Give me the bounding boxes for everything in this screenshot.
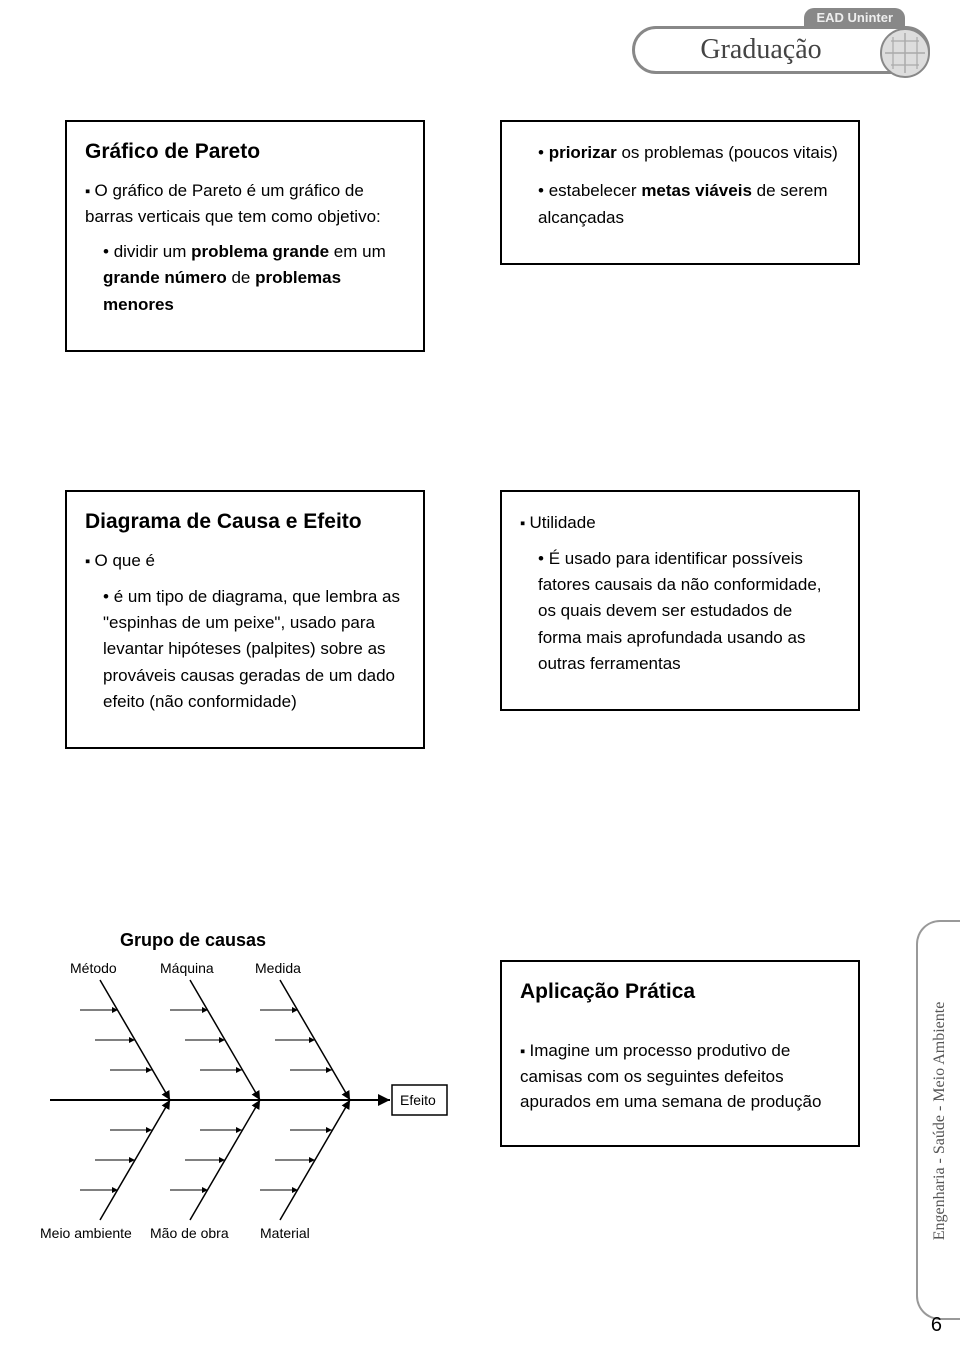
fishbone-diagram: Grupo de causas <box>40 930 460 1250</box>
globe-icon <box>879 27 931 79</box>
fb-top-label-1: Máquina <box>160 960 214 976</box>
side-tab: Engenharia - Saúde - Meio Ambiente <box>916 920 960 1320</box>
box-pareto-item: dividir um problema grande em um grande … <box>103 239 405 318</box>
box5-desc: Imagine um processo produtivo de camisas… <box>520 1038 840 1115</box>
fishbone-svg <box>40 930 460 1250</box>
fb-top-label-2: Medida <box>255 960 301 976</box>
box3-subtitle: O que é <box>85 548 405 574</box>
box5-title: Aplicação Prática <box>520 980 840 1004</box>
box-pareto: Gráfico de Pareto O gráfico de Pareto é … <box>65 120 425 352</box>
fb-top-label-0: Método <box>70 960 117 976</box>
box-causa-efeito: Diagrama de Causa e Efeito O que é é um … <box>65 490 425 749</box>
page-number: 6 <box>931 1314 942 1337</box>
box-aplicacao: Aplicação Prática Imagine um processo pr… <box>500 960 860 1147</box>
box4-desc: É usado para identificar possíveis fator… <box>538 546 840 678</box>
badge-main: Graduação <box>632 26 930 74</box>
fb-bottom-label-2: Material <box>260 1225 310 1241</box>
box4-subtitle: Utilidade <box>520 510 840 536</box>
box-pareto-title: Gráfico de Pareto <box>85 140 405 164</box>
fb-effect-label: Efeito <box>400 1092 436 1108</box>
box3-title: Diagrama de Causa e Efeito <box>85 510 405 534</box>
box-utilidade: Utilidade É usado para identificar possí… <box>500 490 860 711</box>
badge-top-label: EAD Uninter <box>804 8 905 27</box>
side-tab-text: Engenharia - Saúde - Meio Ambiente <box>931 941 949 1301</box>
box-pareto-desc: O gráfico de Pareto é um gráfico de barr… <box>85 178 405 229</box>
box2-item2: estabelecer metas viáveis de serem alcan… <box>538 178 840 231</box>
box3-desc: é um tipo de diagrama, que lembra as "es… <box>103 584 405 716</box>
page: EAD Uninter Graduação Gráfico de Pareto … <box>0 0 960 1347</box>
fb-bottom-label-0: Meio ambiente <box>40 1225 132 1241</box>
box2-item1: priorizar os problemas (poucos vitais) <box>538 140 840 166</box>
badge-main-label: Graduação <box>700 34 861 66</box>
box-pareto-objectives: priorizar os problemas (poucos vitais) e… <box>500 120 860 265</box>
fb-bottom-label-1: Mão de obra <box>150 1225 229 1241</box>
header-badge: EAD Uninter Graduação <box>630 8 930 78</box>
